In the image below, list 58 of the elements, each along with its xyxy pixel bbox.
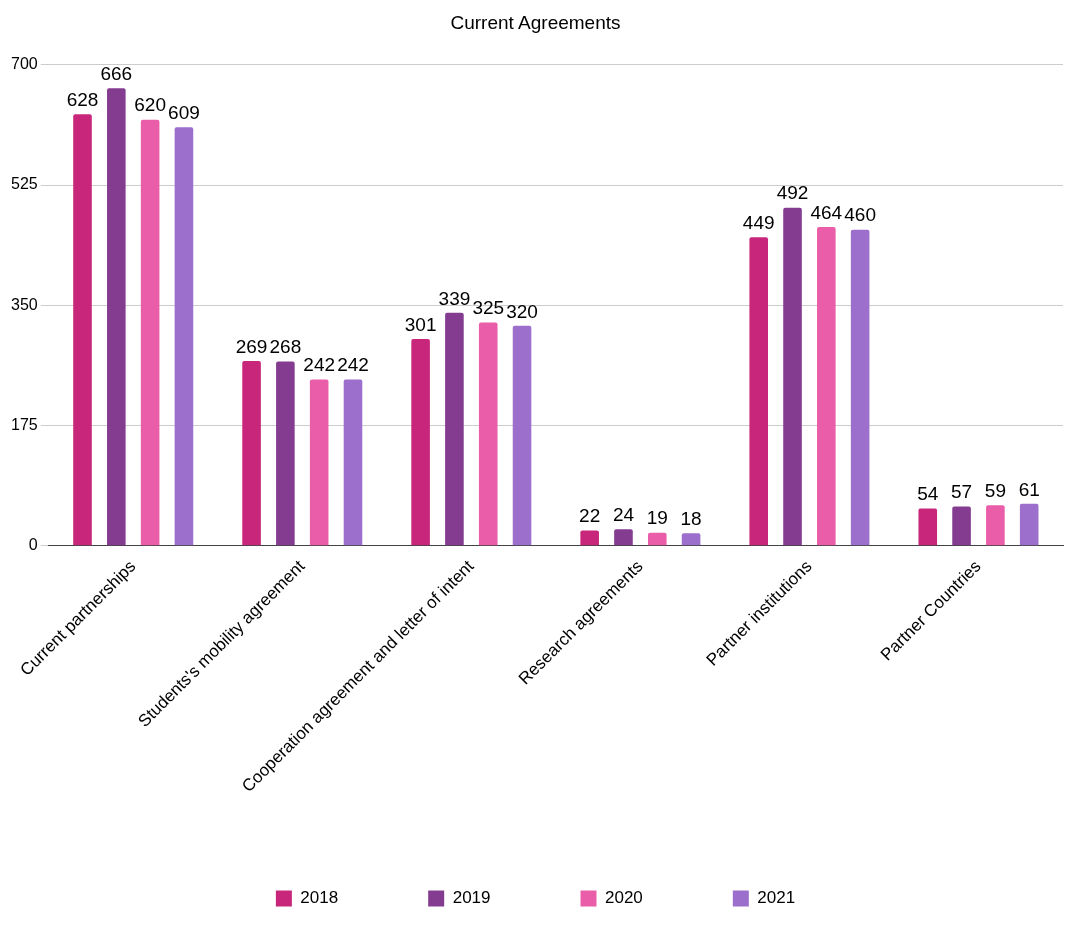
bar bbox=[783, 207, 802, 546]
bar bbox=[445, 312, 464, 546]
y-tick-label: 0 bbox=[28, 536, 38, 554]
bar bbox=[1019, 503, 1039, 546]
data-label: 18 bbox=[680, 508, 702, 530]
bar bbox=[580, 530, 599, 546]
bar bbox=[242, 360, 261, 546]
data-label: 242 bbox=[303, 354, 336, 376]
bar bbox=[986, 505, 1005, 546]
data-label: 609 bbox=[168, 102, 200, 124]
data-label: 460 bbox=[844, 204, 876, 226]
y-tick-label: 350 bbox=[10, 295, 38, 313]
data-label: 628 bbox=[66, 89, 99, 110]
data-label: 61 bbox=[1018, 478, 1040, 500]
data-label: 464 bbox=[810, 201, 843, 223]
data-label: 59 bbox=[984, 479, 1006, 501]
data-label: 620 bbox=[134, 94, 166, 116]
data-label: 242 bbox=[337, 354, 369, 376]
data-label: 268 bbox=[269, 336, 302, 358]
bar bbox=[140, 119, 160, 546]
data-label: 449 bbox=[742, 211, 775, 233]
chart-title: Current Agreements bbox=[450, 11, 621, 33]
y-tick-label: 525 bbox=[10, 175, 38, 193]
legend-label: 2019 bbox=[452, 888, 491, 908]
bar bbox=[411, 338, 430, 546]
bar bbox=[107, 88, 126, 546]
y-tick-label: 700 bbox=[10, 55, 38, 73]
bar bbox=[749, 237, 769, 546]
bar bbox=[952, 506, 971, 546]
legend-label: 2020 bbox=[605, 888, 643, 908]
bar bbox=[174, 127, 194, 546]
bar bbox=[681, 533, 701, 546]
bar bbox=[647, 532, 667, 546]
legend-label: 2021 bbox=[757, 888, 796, 908]
bar bbox=[343, 379, 363, 546]
data-label: 492 bbox=[776, 182, 809, 204]
data-label: 301 bbox=[404, 313, 437, 335]
data-label: 325 bbox=[472, 297, 505, 319]
bar bbox=[512, 325, 532, 546]
legend-label: 2018 bbox=[300, 888, 339, 908]
bar bbox=[73, 114, 92, 546]
bar bbox=[918, 508, 938, 546]
bar bbox=[817, 226, 836, 546]
data-label: 320 bbox=[506, 300, 538, 322]
bar bbox=[309, 379, 329, 546]
bar bbox=[614, 529, 633, 546]
bar bbox=[478, 322, 498, 546]
data-label: 57 bbox=[951, 481, 973, 503]
data-label: 19 bbox=[646, 507, 668, 529]
data-label: 22 bbox=[579, 505, 601, 527]
data-label: 24 bbox=[612, 503, 635, 525]
y-tick-label: 175 bbox=[10, 415, 38, 433]
data-label: 666 bbox=[100, 62, 133, 84]
data-label: 269 bbox=[235, 335, 268, 357]
data-label: 54 bbox=[917, 483, 939, 505]
data-label: 339 bbox=[438, 287, 471, 309]
bar bbox=[850, 229, 870, 546]
bar bbox=[276, 361, 295, 546]
